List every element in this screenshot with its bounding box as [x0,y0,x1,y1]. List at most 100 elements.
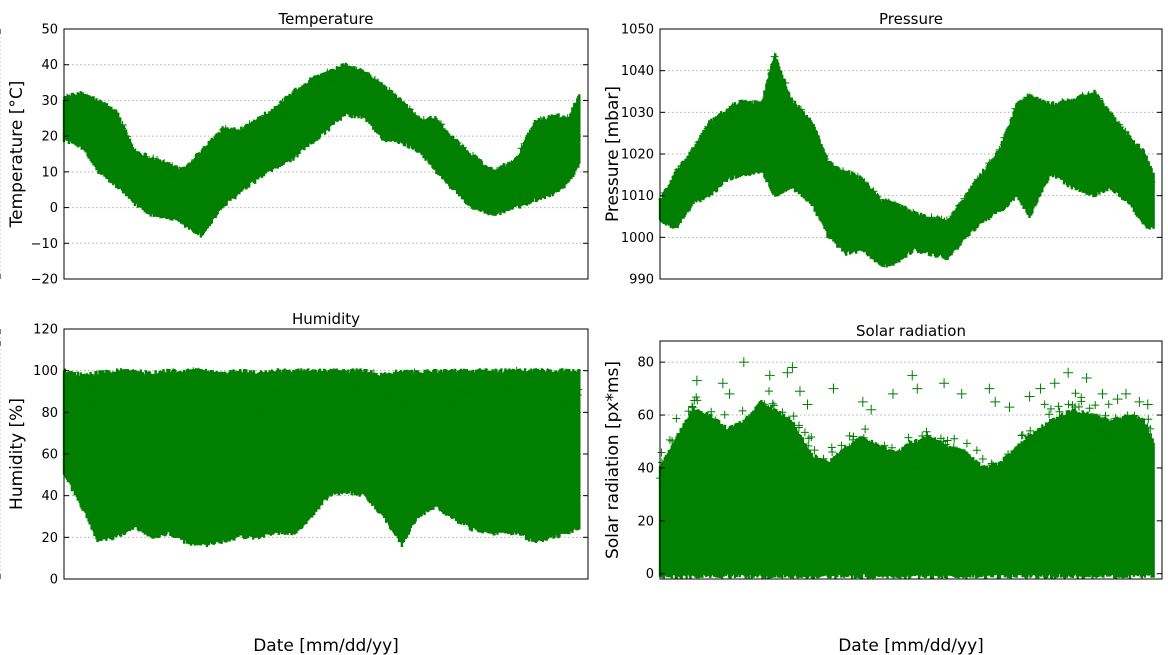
humidity-marker [497,402,506,411]
humidity-marker [344,388,353,397]
humidity-marker [541,390,550,399]
pressure-ytick-label: 1020 [621,148,654,163]
temperature-marker [314,77,323,86]
temperature-marker [432,122,441,131]
temperature-marker [281,108,290,117]
pressure-marker [1022,104,1031,113]
temperature-marker [497,172,506,181]
solar-marker [1031,435,1040,444]
humidity-marker [161,392,170,401]
solar-marker [940,464,949,473]
pressure-marker [973,175,982,184]
humidity-marker [206,382,215,391]
solar-marker [688,432,697,441]
pressure-marker [1000,140,1009,149]
humidity-ytick-label: 80 [41,406,58,421]
solar-marker [879,459,888,468]
solar-marker [1104,400,1113,409]
temperature-marker [320,77,329,86]
humidity-marker [414,370,423,379]
pressure-marker [721,115,730,124]
solar-marker [1106,418,1115,427]
temperature-marker [465,160,474,169]
humidity-marker [207,395,216,404]
pressure-marker [767,66,776,75]
solar-marker [819,454,828,463]
pressure-marker [708,117,717,126]
pressure-marker [1015,121,1024,130]
solar-marker [978,471,987,480]
pressure-marker [838,167,847,176]
solar-marker [1123,411,1132,420]
temperature-marker [240,133,249,142]
solar-outlier-point [912,383,923,394]
solar-marker [860,441,869,450]
temperature-ytick-label: 20 [41,130,58,145]
humidity-marker [462,370,471,379]
temperature-marker [362,73,371,82]
solar-marker [822,465,831,474]
solar-marker [778,431,787,440]
pressure-marker [827,177,836,186]
pressure-marker [1107,127,1116,136]
humidity-marker [529,388,538,397]
temperature-marker [264,111,273,120]
humidity-marker [216,410,225,419]
solar-marker [1017,450,1026,459]
solar-outlier-point [1024,391,1035,402]
temperature-marker [441,129,450,138]
pressure-marker [979,176,988,185]
pressure-marker [770,60,779,69]
solar-marker [1004,458,1013,467]
solar-outlier-point [1112,394,1123,405]
humidity-ytick-label: 40 [41,489,58,504]
pressure-marker [1033,113,1042,122]
solar-marker [1085,404,1094,413]
solar-marker [957,458,966,467]
pressure-marker [946,220,955,229]
solar-marker [753,414,762,423]
humidity-marker [428,374,437,383]
temperature-marker [402,107,411,116]
chart-pressure: Pressure990100010101020103010401050Press… [0,10,1163,288]
humidity-marker [122,391,131,400]
solar-marker [968,473,977,482]
humidity-marker [332,376,341,385]
temperature-marker [437,120,446,129]
solar-outlier-point [691,375,702,386]
pressure-marker [1019,110,1028,119]
solar-marker [1026,426,1035,435]
solar-marker [821,480,830,489]
solar-marker [1054,402,1063,411]
humidity-marker [131,370,140,379]
solar-marker [953,450,962,459]
pressure-marker [797,105,806,114]
solar-marker [688,403,697,412]
solar-marker [791,450,800,459]
solar-title: Solar radiation [856,322,966,340]
pressure-marker [874,195,883,204]
temperature-marker [562,123,571,132]
temperature-marker [64,96,73,105]
temperature-marker [496,165,505,174]
pressure-marker [1044,108,1053,117]
solar-marker [810,469,819,478]
temperature-marker [308,85,317,94]
humidity-marker [349,368,358,377]
temperature-marker [552,115,561,124]
solar-marker [764,405,773,414]
humidity-marker [363,382,372,391]
temperature-marker [381,96,390,105]
solar-marker [745,437,754,446]
pressure-marker [738,102,747,111]
solar-marker [1007,469,1016,478]
pressure-marker [867,198,876,207]
solar-marker [1143,435,1152,444]
temperature-marker [325,72,334,81]
humidity-marker [127,379,136,388]
solar-marker [950,434,959,443]
humidity-marker [384,406,393,415]
solar-marker [837,441,846,450]
humidity-marker [277,403,286,412]
solar-marker [779,432,788,441]
